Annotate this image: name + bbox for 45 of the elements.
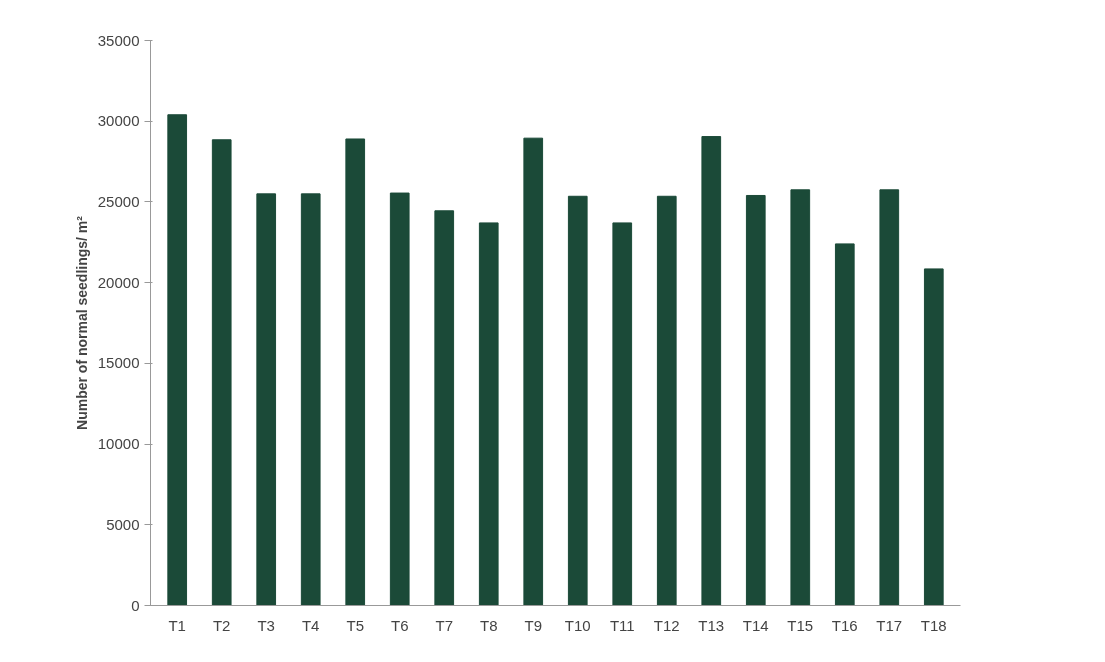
x-tick-label: T6 (390, 616, 409, 634)
bar (923, 268, 944, 606)
bar (300, 193, 321, 606)
x-tick-label: T4 (301, 616, 320, 634)
x-tick-label: T12 (653, 616, 680, 634)
x-tick-label: T3 (257, 616, 275, 634)
bar (523, 137, 544, 606)
x-tick-label: T7 (435, 616, 453, 634)
x-tick-label: T1 (168, 616, 186, 634)
bar (701, 136, 722, 606)
y-tick-label: 30000 (97, 112, 140, 130)
x-tick-label: T9 (524, 616, 543, 634)
y-tick-label: 25000 (97, 192, 140, 210)
x-tick-label: T15 (787, 616, 814, 634)
y-tick-label: 0 (131, 596, 140, 614)
bar (745, 194, 766, 606)
y-tick-label: 10000 (97, 435, 140, 453)
x-tick-label: T16 (831, 616, 858, 634)
x-tick-label: T5 (346, 616, 364, 634)
x-tick-label: T13 (698, 616, 725, 634)
x-tick-label: T8 (479, 616, 498, 634)
bar (612, 222, 633, 606)
y-tick-label: 35000 (97, 31, 140, 49)
bar (478, 222, 499, 606)
x-tick-label: T14 (742, 616, 769, 634)
x-tick-label: T2 (212, 616, 231, 634)
bar (167, 114, 188, 606)
y-tick-label: 5000 (106, 515, 140, 533)
bar (345, 138, 366, 606)
bar (834, 243, 855, 606)
bar (256, 193, 277, 606)
x-tick-label: T17 (876, 616, 903, 634)
y-tick-label: 20000 (97, 273, 140, 291)
bar (389, 192, 410, 606)
bar (879, 189, 900, 606)
x-tick-label: T11 (609, 616, 635, 634)
bar (656, 195, 677, 606)
bar (790, 189, 811, 606)
y-tick-label: 15000 (97, 354, 140, 372)
x-tick-label: T18 (920, 616, 947, 634)
x-tick-label: T10 (564, 616, 591, 634)
bar (211, 139, 232, 606)
bar (567, 195, 588, 606)
bar (434, 210, 455, 606)
y-axis-title: Number of normal seedlings/ m² (73, 215, 90, 430)
